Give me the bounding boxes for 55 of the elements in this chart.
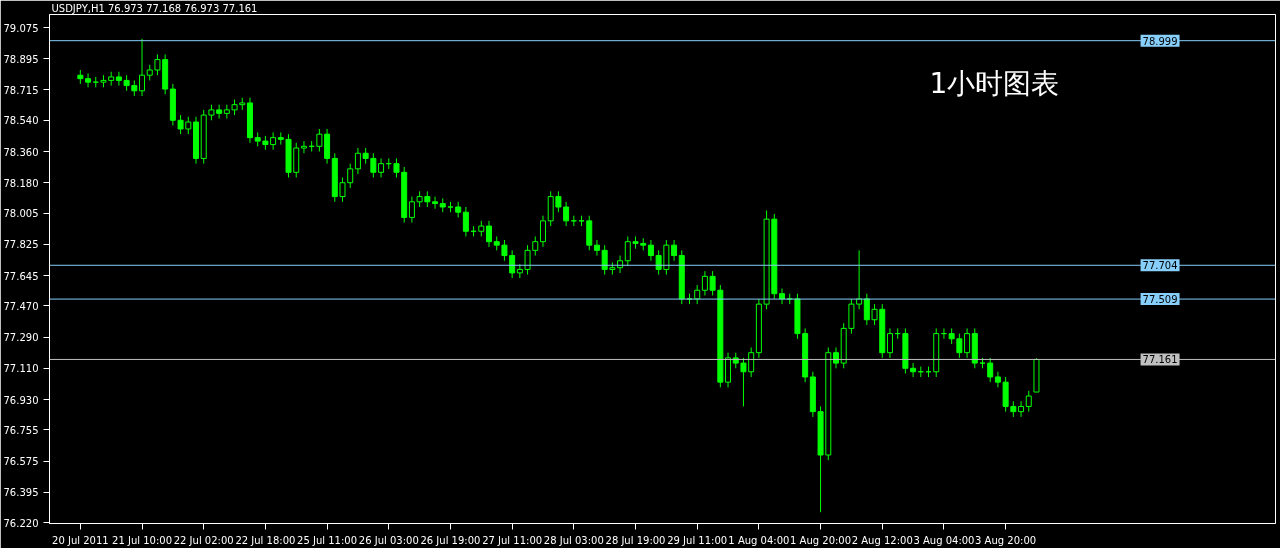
candlestick (486, 220, 493, 248)
candlestick (910, 362, 917, 378)
candlestick (432, 196, 439, 210)
candlestick (539, 215, 546, 248)
y-tick-label: 77.645 (3, 270, 39, 282)
x-tick-label: 1 Aug 20:00 (790, 534, 852, 546)
candlestick (85, 72, 92, 88)
y-tick-label: 77.825 (3, 239, 39, 251)
x-tick-label: 3 Aug 04:00 (913, 534, 975, 546)
ref-line-label: 78.999 (1142, 35, 1178, 47)
x-tick-label: 22 Jul 02:00 (173, 534, 234, 546)
y-tick-label: 77.470 (3, 300, 39, 312)
x-tick-label: 1 Aug 04:00 (728, 534, 790, 546)
ref-line-label: 77.509 (1142, 294, 1178, 306)
candlestick (987, 357, 994, 383)
x-tick-label: 28 Jul 19:00 (605, 534, 666, 546)
y-tick-label: 76.930 (3, 394, 39, 406)
candlestick (347, 163, 354, 189)
ref-line-label: 77.161 (1142, 354, 1178, 366)
x-tick-label: 22 Jul 18:00 (235, 534, 296, 546)
x-tick-label: 26 Jul 03:00 (358, 534, 419, 546)
chart-title: USDJPY,H1 76.973 77.168 76.973 77.161 (51, 3, 258, 14)
candlestick (886, 327, 893, 359)
x-tick-label: 26 Jul 19:00 (420, 534, 481, 546)
y-tick-label: 78.180 (3, 177, 39, 189)
x-tick-label: 3 Aug 20:00 (975, 534, 1037, 546)
y-tick-label: 78.715 (3, 84, 39, 96)
x-tick-label: 29 Jul 11:00 (667, 534, 728, 546)
candlestick (462, 206, 469, 237)
x-tick-label: 20 Jul 2011 (52, 534, 109, 546)
candlestick (593, 239, 600, 257)
candlestick (393, 157, 400, 179)
y-tick-label: 79.075 (3, 22, 39, 34)
y-tick-label: 76.220 (3, 517, 39, 529)
y-tick-label: 77.110 (3, 363, 39, 375)
y-tick-label: 76.755 (3, 424, 39, 436)
x-tick-label: 25 Jul 11:00 (297, 534, 358, 546)
y-tick-label: 78.360 (3, 146, 39, 158)
ref-line-label: 77.704 (1142, 260, 1178, 272)
candlestick (1025, 390, 1032, 413)
candlestick (139, 38, 146, 97)
y-tick-label: 78.895 (3, 53, 39, 65)
candlestick (300, 140, 307, 154)
x-tick-label: 27 Jul 11:00 (482, 534, 543, 546)
x-tick-label: 2 Aug 12:00 (851, 534, 913, 546)
candlestick (647, 239, 654, 262)
y-tick-label: 77.290 (3, 332, 39, 344)
annotation: 1小时图表 (929, 67, 1060, 100)
y-tick-label: 76.395 (3, 487, 39, 499)
x-tick-label: 28 Jul 03:00 (543, 534, 604, 546)
y-tick-label: 76.575 (3, 456, 39, 468)
x-tick-label: 21 Jul 10:00 (112, 534, 173, 546)
y-tick-label: 78.540 (3, 115, 39, 127)
y-tick-label: 78.005 (3, 208, 39, 220)
candlestick (1018, 400, 1025, 418)
